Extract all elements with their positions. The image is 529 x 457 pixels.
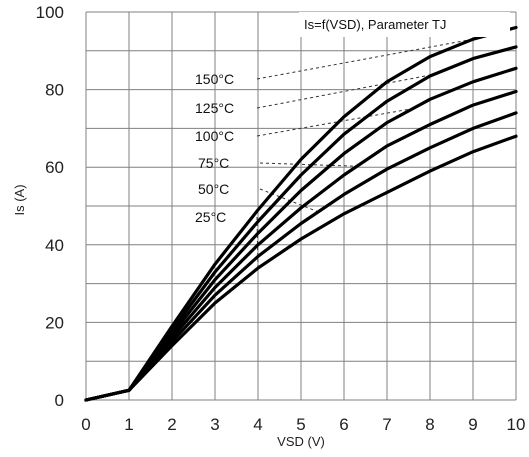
series-lines [84, 25, 518, 402]
x-tick-label: 5 [296, 415, 305, 434]
y-tick-label: 40 [45, 236, 64, 255]
leader-line [256, 73, 435, 109]
x-axis-label: VSD (V) [277, 434, 325, 449]
y-tick-label: 60 [45, 158, 64, 177]
x-tick-label: 0 [81, 415, 90, 434]
x-tick-label: 9 [468, 415, 477, 434]
x-tick-label: 3 [210, 415, 219, 434]
series-line [84, 89, 518, 402]
series-line [84, 66, 518, 402]
leader-line [256, 38, 474, 80]
series-label: 125°C [195, 100, 234, 116]
y-axis-label: Is (A) [12, 184, 27, 215]
x-tick-label: 10 [507, 415, 526, 434]
leader-line [259, 162, 357, 167]
series-label: 75°C [198, 155, 229, 171]
y-ticks: 0 20 40 60 80 100 [36, 3, 64, 410]
chart-title: Is=f(VSD), Parameter TJ [304, 17, 446, 32]
series-label: 50°C [198, 181, 229, 197]
series-line [84, 111, 518, 402]
series-labels: 150°C 125°C 100°C 75°C 50°C 25°C [195, 71, 234, 225]
x-tick-label: 8 [425, 415, 434, 434]
series-label: 100°C [195, 128, 234, 144]
series-label: 25°C [195, 209, 226, 225]
x-ticks: 0 1 2 3 4 5 6 7 8 9 10 [81, 415, 525, 434]
leader-line [256, 108, 413, 137]
leader-line [256, 216, 259, 269]
x-tick-label: 7 [382, 415, 391, 434]
x-tick-label: 4 [253, 415, 262, 434]
x-tick-label: 6 [339, 415, 348, 434]
x-tick-label: 2 [167, 415, 176, 434]
y-tick-label: 0 [55, 391, 64, 410]
y-tick-label: 100 [36, 3, 64, 22]
series-line [84, 134, 518, 402]
legend-box [299, 12, 510, 37]
y-tick-label: 20 [45, 313, 64, 332]
y-tick-label: 80 [45, 81, 64, 100]
x-tick-label: 1 [124, 415, 133, 434]
series-label: 150°C [195, 71, 234, 87]
